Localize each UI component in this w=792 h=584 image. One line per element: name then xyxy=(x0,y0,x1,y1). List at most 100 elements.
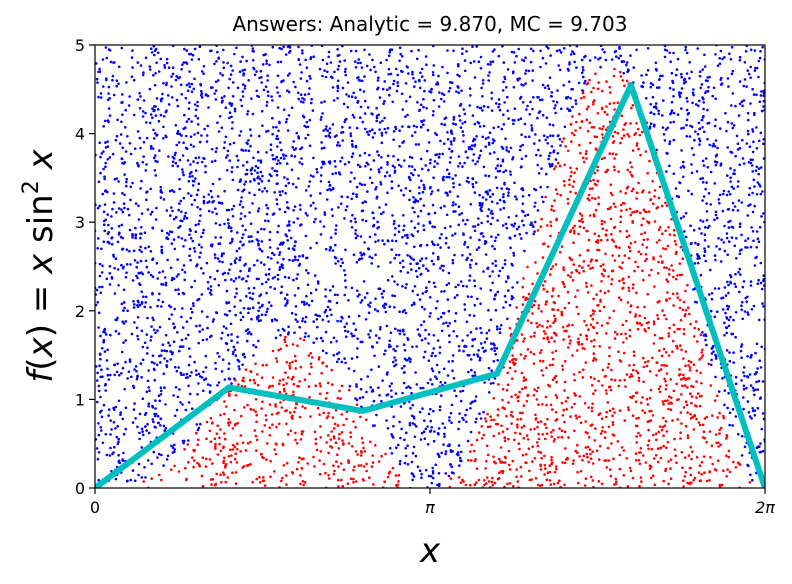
point-above xyxy=(145,191,148,194)
point-above xyxy=(153,378,156,382)
point-below xyxy=(682,332,686,336)
point-below xyxy=(709,384,713,387)
point-above xyxy=(469,266,472,269)
point-above xyxy=(434,153,437,157)
point-below xyxy=(216,453,220,456)
point-above xyxy=(140,446,143,449)
point-above xyxy=(263,187,267,190)
point-above xyxy=(122,309,125,312)
point-below xyxy=(524,378,528,382)
point-above xyxy=(752,93,756,96)
point-below xyxy=(611,414,614,418)
point-below xyxy=(664,469,667,473)
point-below xyxy=(653,333,657,337)
point-below xyxy=(575,417,578,420)
point-below xyxy=(600,89,604,93)
point-below xyxy=(578,143,581,147)
point-above xyxy=(512,254,516,257)
point-above xyxy=(722,192,725,196)
point-above xyxy=(162,115,166,118)
point-above xyxy=(307,271,310,275)
point-above xyxy=(356,163,360,167)
point-above xyxy=(379,166,383,169)
point-above xyxy=(201,338,205,342)
point-above xyxy=(481,346,485,350)
point-above xyxy=(305,125,308,129)
point-above xyxy=(505,226,509,230)
point-below xyxy=(369,440,372,444)
point-above xyxy=(213,62,216,66)
point-above xyxy=(410,392,413,395)
point-below xyxy=(612,202,616,205)
point-above xyxy=(513,119,516,122)
point-above xyxy=(371,113,374,116)
point-below xyxy=(634,452,638,455)
point-below xyxy=(516,480,519,483)
point-above xyxy=(246,275,250,278)
point-below xyxy=(205,437,208,441)
point-above xyxy=(404,311,408,315)
point-above xyxy=(278,161,282,165)
point-above xyxy=(714,375,717,379)
point-above xyxy=(122,432,126,436)
point-above xyxy=(430,367,434,371)
point-above xyxy=(732,187,735,190)
point-above xyxy=(653,123,656,127)
point-above xyxy=(156,277,159,280)
point-below xyxy=(541,403,544,406)
point-above xyxy=(263,263,266,266)
point-below xyxy=(241,441,245,445)
point-above xyxy=(251,292,255,295)
point-above xyxy=(760,215,763,218)
point-above xyxy=(300,223,303,226)
point-above xyxy=(284,184,288,188)
point-above xyxy=(734,154,737,158)
point-below xyxy=(292,390,295,394)
point-below xyxy=(579,333,582,337)
point-below xyxy=(550,458,553,462)
point-below xyxy=(528,469,531,473)
point-above xyxy=(568,61,571,64)
point-below xyxy=(582,269,585,273)
point-above xyxy=(749,48,753,52)
point-above xyxy=(290,106,294,110)
point-above xyxy=(214,256,217,260)
point-below xyxy=(591,187,594,190)
point-below xyxy=(680,348,683,352)
point-below xyxy=(633,269,636,273)
point-below xyxy=(624,192,627,195)
point-above xyxy=(202,199,206,203)
point-below xyxy=(221,471,225,474)
point-above xyxy=(169,305,173,309)
point-below xyxy=(617,350,620,354)
point-above xyxy=(241,363,244,367)
point-above xyxy=(385,88,389,92)
point-above xyxy=(685,108,689,112)
point-above xyxy=(164,403,167,406)
point-above xyxy=(484,137,488,140)
point-below xyxy=(566,149,570,153)
point-above xyxy=(391,239,394,242)
point-above xyxy=(187,333,190,337)
point-above xyxy=(209,189,213,193)
point-above xyxy=(125,177,128,181)
point-above xyxy=(482,235,485,238)
point-above xyxy=(101,192,104,196)
point-below xyxy=(621,278,624,282)
point-above xyxy=(279,291,283,295)
point-below xyxy=(591,266,594,270)
point-above xyxy=(707,192,711,195)
point-below xyxy=(269,475,272,479)
point-below xyxy=(284,335,287,339)
point-below xyxy=(605,105,608,108)
point-above xyxy=(709,268,712,272)
point-above xyxy=(188,101,191,104)
point-above xyxy=(139,232,142,236)
point-below xyxy=(352,480,355,484)
point-below xyxy=(648,396,652,400)
point-below xyxy=(214,442,217,446)
point-below xyxy=(532,362,536,365)
point-below xyxy=(552,314,556,318)
point-above xyxy=(235,249,239,253)
point-above xyxy=(197,382,200,385)
